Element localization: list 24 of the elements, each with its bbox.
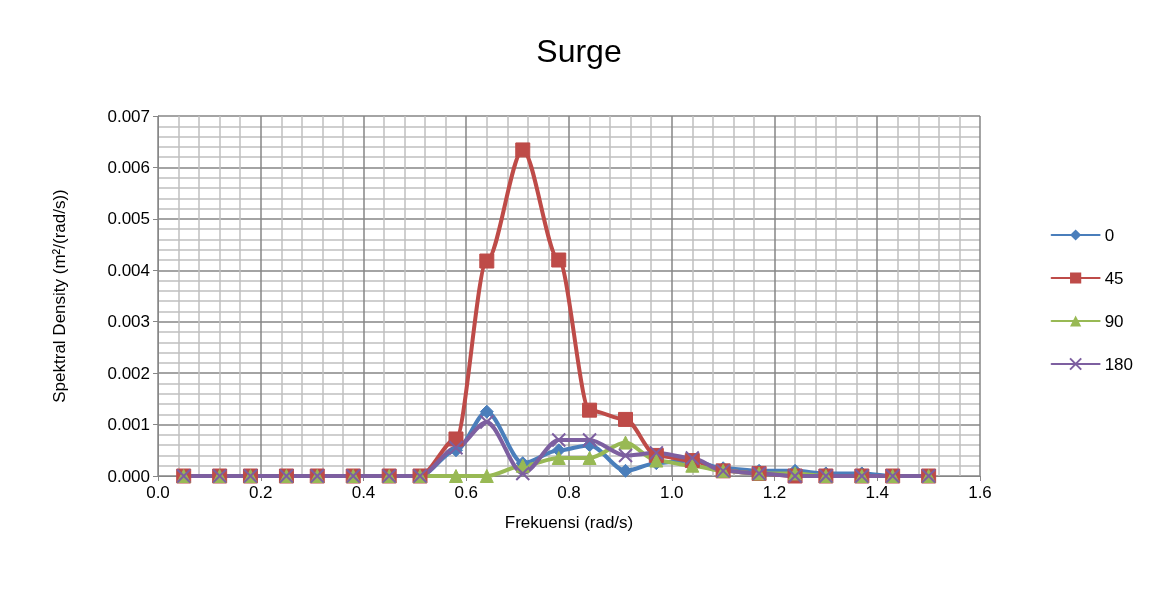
x-tick-label: 0.6 (454, 483, 479, 502)
x-tick-label: 1.2 (762, 483, 787, 502)
x-tick-label: 1.0 (659, 483, 684, 502)
x-tick-label: 0.4 (351, 483, 376, 502)
x-axis-title: Frekuensi (rad/s) (504, 513, 634, 532)
legend-label: 180 (1104, 354, 1134, 374)
legend-label: 45 (1104, 268, 1124, 288)
x-tick-label: 0.8 (557, 483, 581, 502)
x-tick-label: 0.2 (248, 483, 273, 502)
y-tick-label: 0.004 (107, 260, 150, 280)
y-tick-label: 0.007 (107, 106, 150, 126)
x-tick-label: 1.4 (865, 483, 890, 502)
y-tick-label: 0.000 (107, 466, 150, 486)
x-tick-label: 0.0 (146, 483, 170, 502)
y-tick-label: 0.001 (107, 415, 150, 435)
chart-title: Surge (536, 33, 622, 69)
legend-label: 0 (1104, 225, 1115, 245)
x-tick-label: 1.6 (968, 483, 992, 502)
y-axis-title: Spektral Density (m²/(rad/s)) (50, 189, 69, 403)
y-tick-label: 0.005 (107, 209, 150, 229)
y-tick-label: 0.006 (107, 157, 150, 177)
y-tick-label: 0.003 (107, 312, 150, 332)
y-tick-label: 0.002 (107, 363, 150, 383)
legend-label: 90 (1104, 311, 1124, 331)
